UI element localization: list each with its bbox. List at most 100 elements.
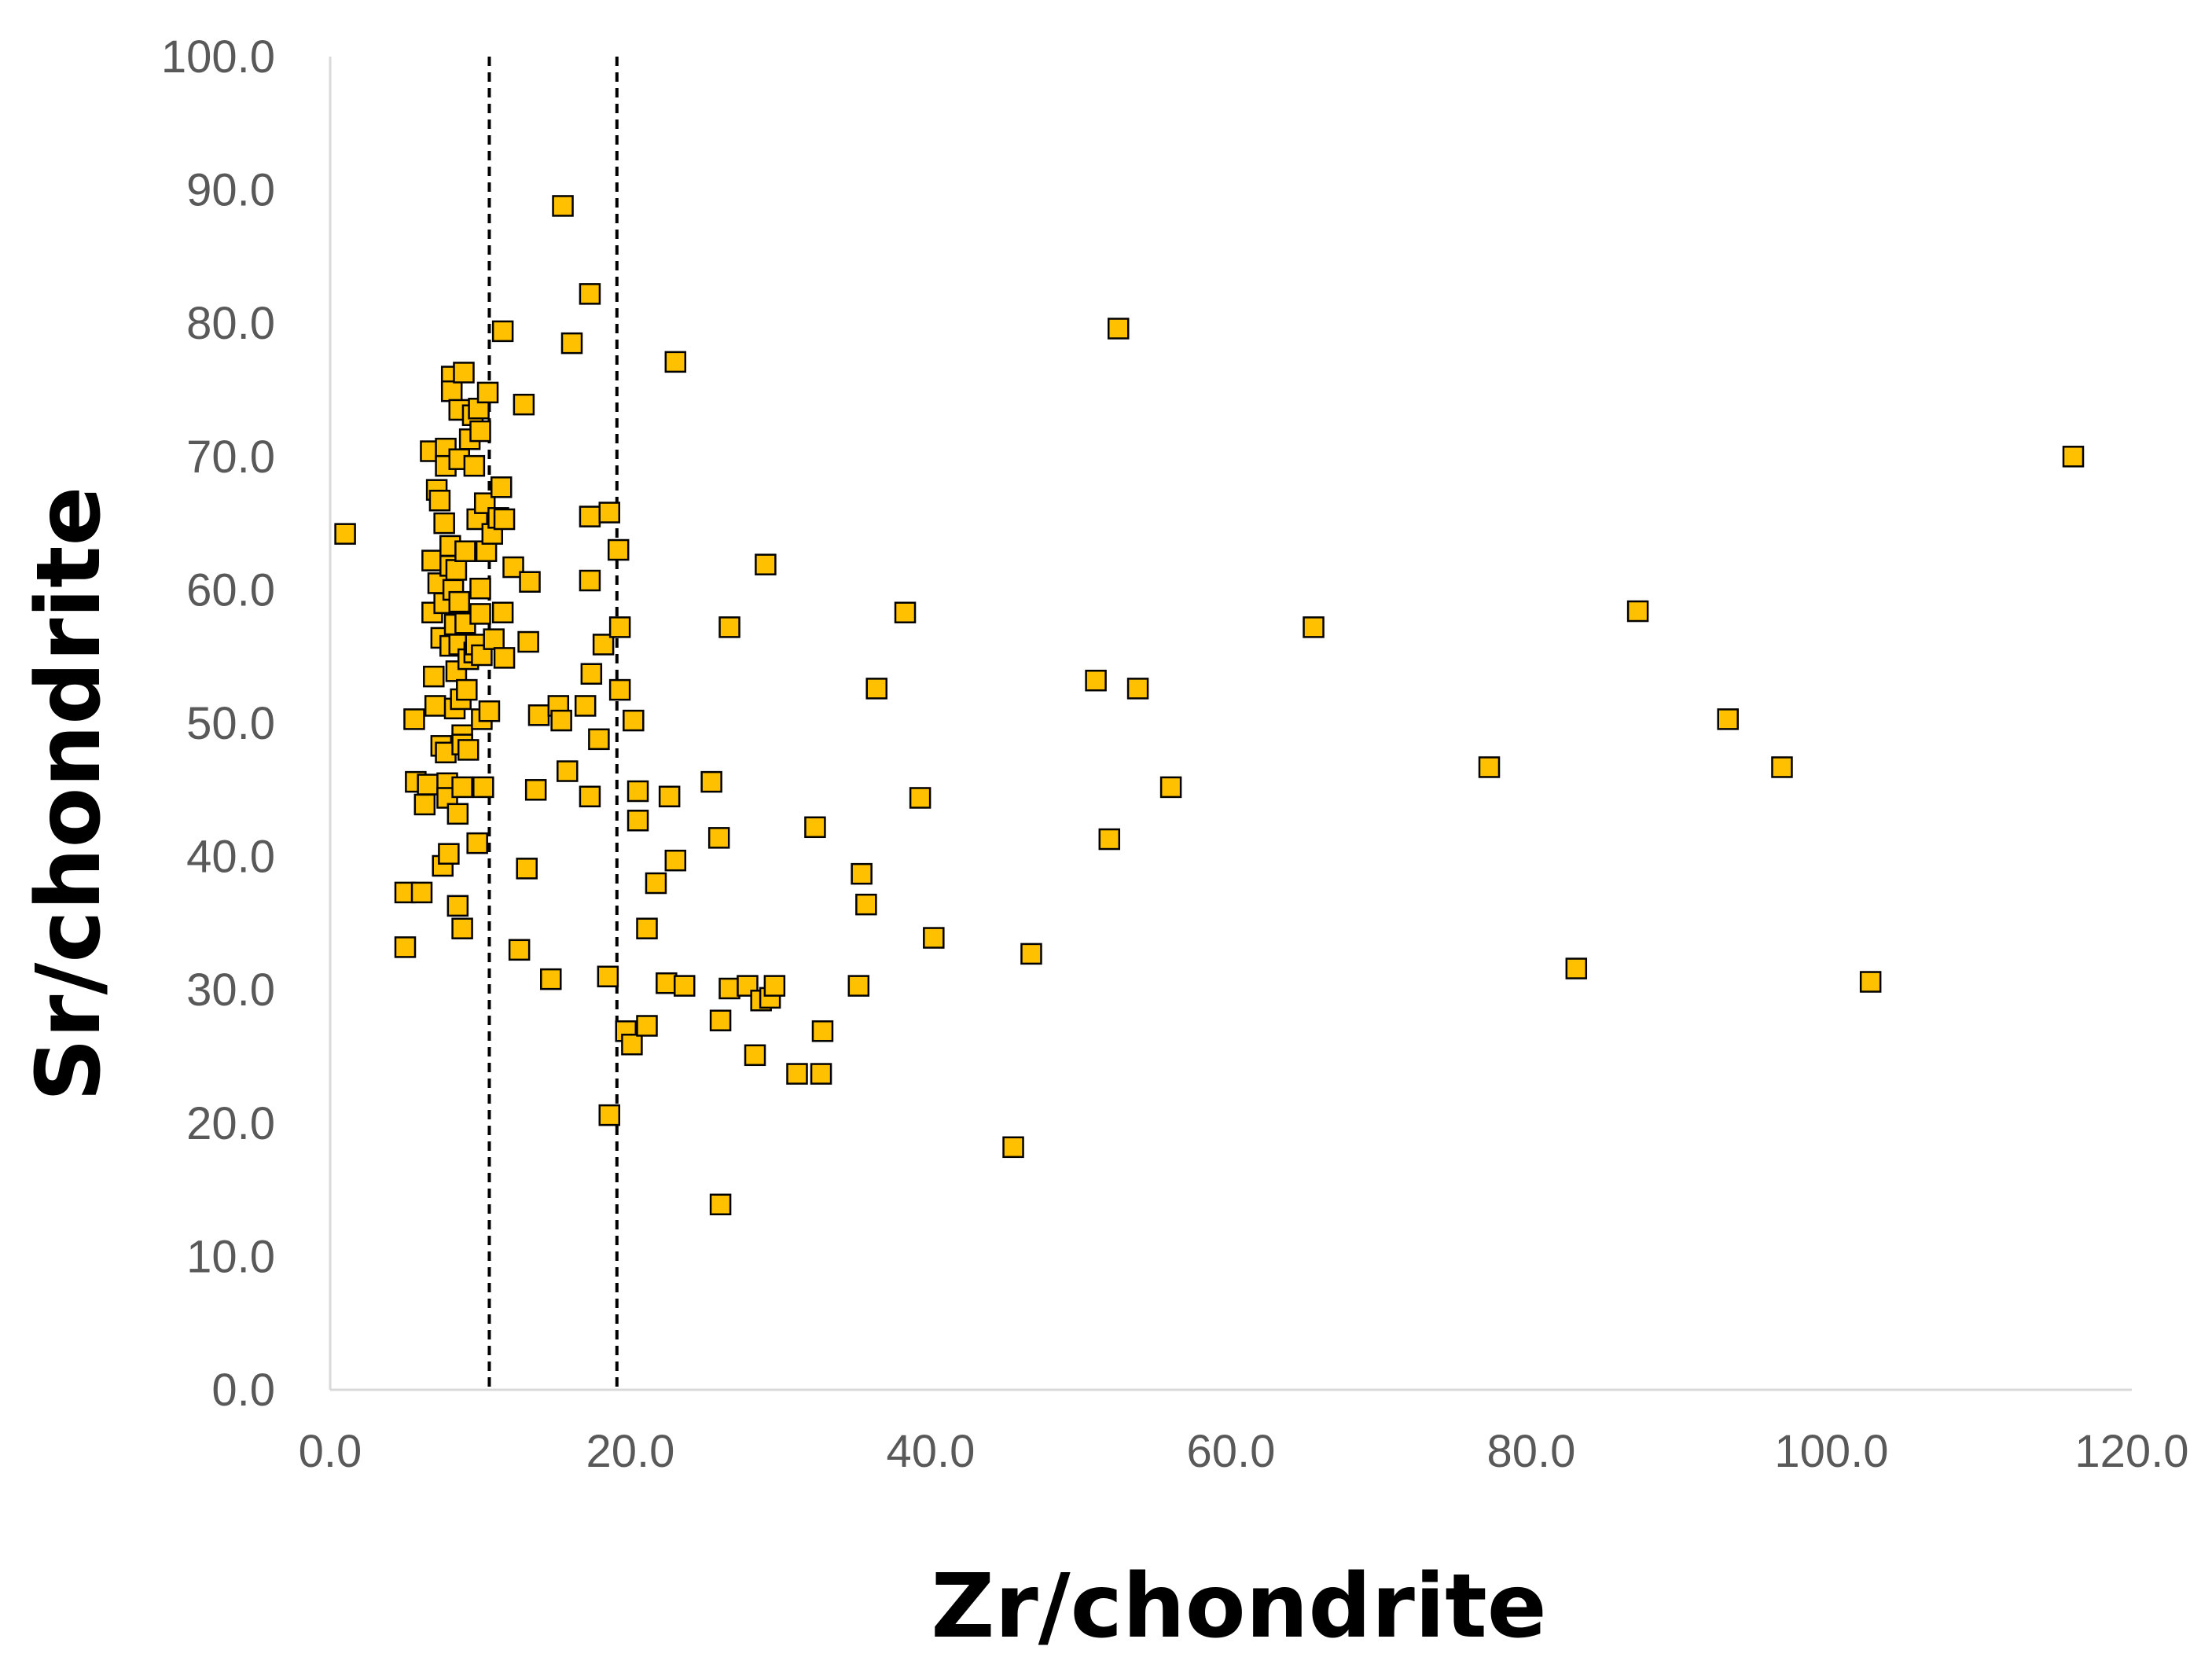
data-point	[810, 1063, 832, 1085]
data-point	[811, 1020, 834, 1042]
data-point	[454, 540, 476, 562]
data-point	[394, 936, 417, 958]
data-point	[894, 601, 917, 623]
data-points	[334, 195, 2085, 1216]
data-point	[804, 816, 826, 839]
data-point	[1159, 776, 1182, 799]
data-point	[428, 490, 451, 512]
data-point	[516, 858, 538, 880]
x-axis-title: Zr/chondrite	[931, 1556, 1546, 1658]
data-point	[608, 678, 631, 701]
data-point	[656, 972, 678, 994]
x-tick-label: 120.0	[2074, 1426, 2188, 1477]
data-point	[597, 965, 619, 987]
data-point	[417, 774, 439, 796]
data-point	[457, 739, 480, 761]
data-point	[580, 663, 603, 685]
data-point	[433, 512, 455, 535]
data-point	[513, 393, 535, 416]
data-point	[493, 647, 516, 669]
data-point	[1098, 828, 1121, 851]
x-tick-label: 100.0	[1774, 1426, 1888, 1477]
data-point	[552, 195, 574, 217]
data-point	[626, 810, 649, 832]
data-point	[550, 709, 572, 732]
data-point	[445, 559, 468, 581]
data-point	[1717, 708, 1739, 730]
data-point	[623, 709, 645, 732]
data-point	[855, 893, 877, 916]
data-point	[909, 787, 931, 809]
data-point	[1020, 943, 1042, 965]
data-point	[446, 895, 469, 917]
data-point	[1859, 971, 1882, 993]
data-point	[508, 939, 531, 961]
data-point	[469, 577, 491, 600]
data-point	[579, 283, 601, 305]
data-point	[466, 832, 488, 854]
data-point	[786, 1063, 808, 1085]
data-point	[664, 351, 687, 373]
data-point	[645, 872, 667, 895]
data-point	[403, 708, 425, 730]
data-point	[527, 704, 550, 726]
data-point	[1126, 678, 1149, 700]
data-point	[519, 571, 541, 593]
x-tick-labels: 0.0 20.0 40.0 60.0 80.0 100.0 120.0	[299, 1426, 2189, 1477]
data-point	[1565, 957, 1588, 979]
data-point	[700, 770, 722, 793]
data-point	[674, 975, 696, 997]
data-point	[1303, 616, 1325, 638]
data-point	[763, 975, 786, 997]
data-point	[478, 700, 501, 722]
data-point	[413, 793, 436, 816]
y-tick-label: 40.0	[186, 832, 275, 883]
data-point	[847, 975, 870, 997]
data-point	[579, 569, 601, 592]
data-point	[709, 1009, 732, 1031]
y-tick-label: 60.0	[186, 564, 275, 616]
data-point	[472, 776, 494, 799]
data-point	[744, 1044, 766, 1067]
data-point	[469, 420, 491, 443]
data-point	[579, 785, 601, 808]
data-point	[598, 502, 621, 524]
data-point	[598, 1104, 621, 1126]
x-tick-label: 40.0	[887, 1426, 976, 1477]
data-point	[1478, 756, 1501, 778]
data-point	[607, 538, 630, 561]
y-tick-label: 50.0	[186, 698, 275, 749]
data-point	[448, 590, 471, 613]
data-point	[1626, 600, 1649, 623]
data-point	[664, 849, 687, 872]
data-point	[709, 1193, 732, 1216]
y-tick-label: 70.0	[186, 432, 275, 483]
y-tick-label: 10.0	[186, 1231, 275, 1282]
data-point	[476, 381, 499, 404]
data-point	[588, 728, 610, 751]
data-point	[636, 917, 658, 939]
data-point	[451, 776, 473, 799]
data-point	[1002, 1136, 1024, 1159]
x-tick-label: 20.0	[586, 1426, 675, 1477]
data-point	[718, 616, 740, 638]
data-point	[608, 616, 631, 638]
data-point	[424, 695, 446, 717]
data-point	[621, 1033, 643, 1056]
y-tick-labels: 0.0 10.0 20.0 30.0 40.0 50.0 60.0 70.0 80.0 90.0 1…	[161, 31, 275, 1416]
data-point	[636, 1015, 658, 1037]
y-tick-label: 0.0	[211, 1365, 275, 1416]
data-point	[456, 678, 478, 701]
x-tick-label: 60.0	[1187, 1426, 1276, 1477]
data-point	[469, 603, 491, 625]
data-point	[755, 553, 777, 575]
data-point	[540, 968, 562, 990]
data-point	[451, 917, 473, 939]
data-point	[579, 505, 601, 527]
data-point	[574, 695, 597, 717]
data-point	[557, 760, 579, 782]
data-point	[421, 549, 443, 571]
data-point	[438, 843, 460, 865]
data-point	[923, 927, 945, 949]
data-point	[851, 862, 873, 885]
